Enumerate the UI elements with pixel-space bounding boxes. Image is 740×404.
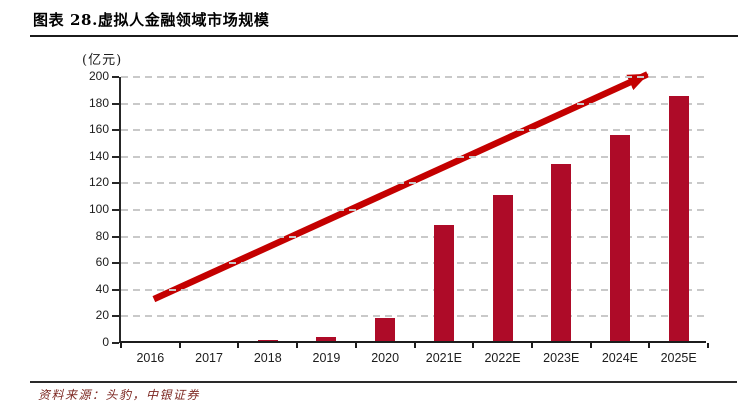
x-tick-label: 2025E xyxy=(660,351,697,365)
x-axis-tick xyxy=(354,343,357,348)
source-note: 资料来源：头豹，中银证券 xyxy=(38,388,201,402)
gridline xyxy=(121,315,706,318)
x-axis-tick xyxy=(648,343,651,348)
gridline xyxy=(121,262,706,265)
gridline xyxy=(121,129,706,132)
y-axis-tick xyxy=(112,129,119,132)
y-axis-tick xyxy=(112,76,119,78)
y-axis-tick xyxy=(112,102,119,105)
gridline xyxy=(121,102,706,105)
y-axis-tick xyxy=(112,342,119,344)
y-axis-tick xyxy=(112,155,119,158)
x-tick-label: 2016 xyxy=(136,351,165,365)
x-axis-tick xyxy=(178,343,181,348)
trend-arrow-line xyxy=(152,71,649,303)
y-tick-label: 120 xyxy=(88,175,109,190)
x-tick-label: 2022E xyxy=(484,351,521,365)
gridline xyxy=(121,209,706,211)
y-axis-tick xyxy=(112,288,119,291)
gridline xyxy=(121,235,706,238)
y-tick-label: 160 xyxy=(88,122,109,137)
y-tick-label: 200 xyxy=(88,69,109,83)
y-tick-label: 0 xyxy=(102,335,109,349)
y-tick-label: 60 xyxy=(95,255,109,270)
gridline xyxy=(121,182,706,185)
x-tick-label: 2019 xyxy=(312,351,341,365)
y-axis-tick xyxy=(112,262,119,265)
x-tick-label: 2023E xyxy=(543,351,580,365)
y-axis-unit-label: (亿元) xyxy=(82,53,123,68)
gridline xyxy=(121,76,706,78)
bar xyxy=(316,337,337,341)
y-tick-label: 100 xyxy=(88,202,109,216)
x-axis-tick xyxy=(120,343,122,348)
bar xyxy=(433,225,454,341)
title-divider xyxy=(30,35,738,37)
x-axis-tick xyxy=(589,343,592,348)
bar xyxy=(668,96,689,341)
x-tick-label: 2024E xyxy=(601,351,639,365)
y-tick-label: 20 xyxy=(95,308,109,323)
figure-title: 图表 28.虚拟人金融领域市场规模 xyxy=(33,11,270,29)
y-axis-tick xyxy=(112,182,119,185)
y-tick-label: 80 xyxy=(95,228,109,243)
y-tick-label: 180 xyxy=(88,95,109,110)
x-axis-tick xyxy=(707,343,709,348)
x-axis-tick xyxy=(472,343,475,348)
y-axis-tick xyxy=(112,209,119,211)
x-tick-label: 2018 xyxy=(253,351,282,365)
footer-divider xyxy=(30,381,737,383)
x-tick-label: 2020 xyxy=(371,351,400,365)
x-axis-tick xyxy=(530,343,533,348)
y-tick-label: 140 xyxy=(88,148,109,163)
bar xyxy=(551,164,572,341)
gridline xyxy=(121,288,706,291)
x-axis-tick xyxy=(296,343,299,348)
y-axis-tick xyxy=(112,235,119,238)
bar xyxy=(492,194,513,341)
bar xyxy=(375,318,396,341)
bar xyxy=(257,339,278,341)
x-tick-label: 2017 xyxy=(195,351,223,365)
y-tick-label: 40 xyxy=(95,281,109,296)
y-axis-tick xyxy=(112,315,119,318)
x-tick-label: 2021E xyxy=(425,351,462,365)
gridline xyxy=(121,155,706,158)
x-axis-tick xyxy=(237,343,240,348)
plot-area: 0 20 40 60 80 100 120 140 160 180 200 2016 2017 2018 2… xyxy=(89,69,709,365)
bar xyxy=(609,134,630,341)
x-axis-tick xyxy=(413,343,416,348)
